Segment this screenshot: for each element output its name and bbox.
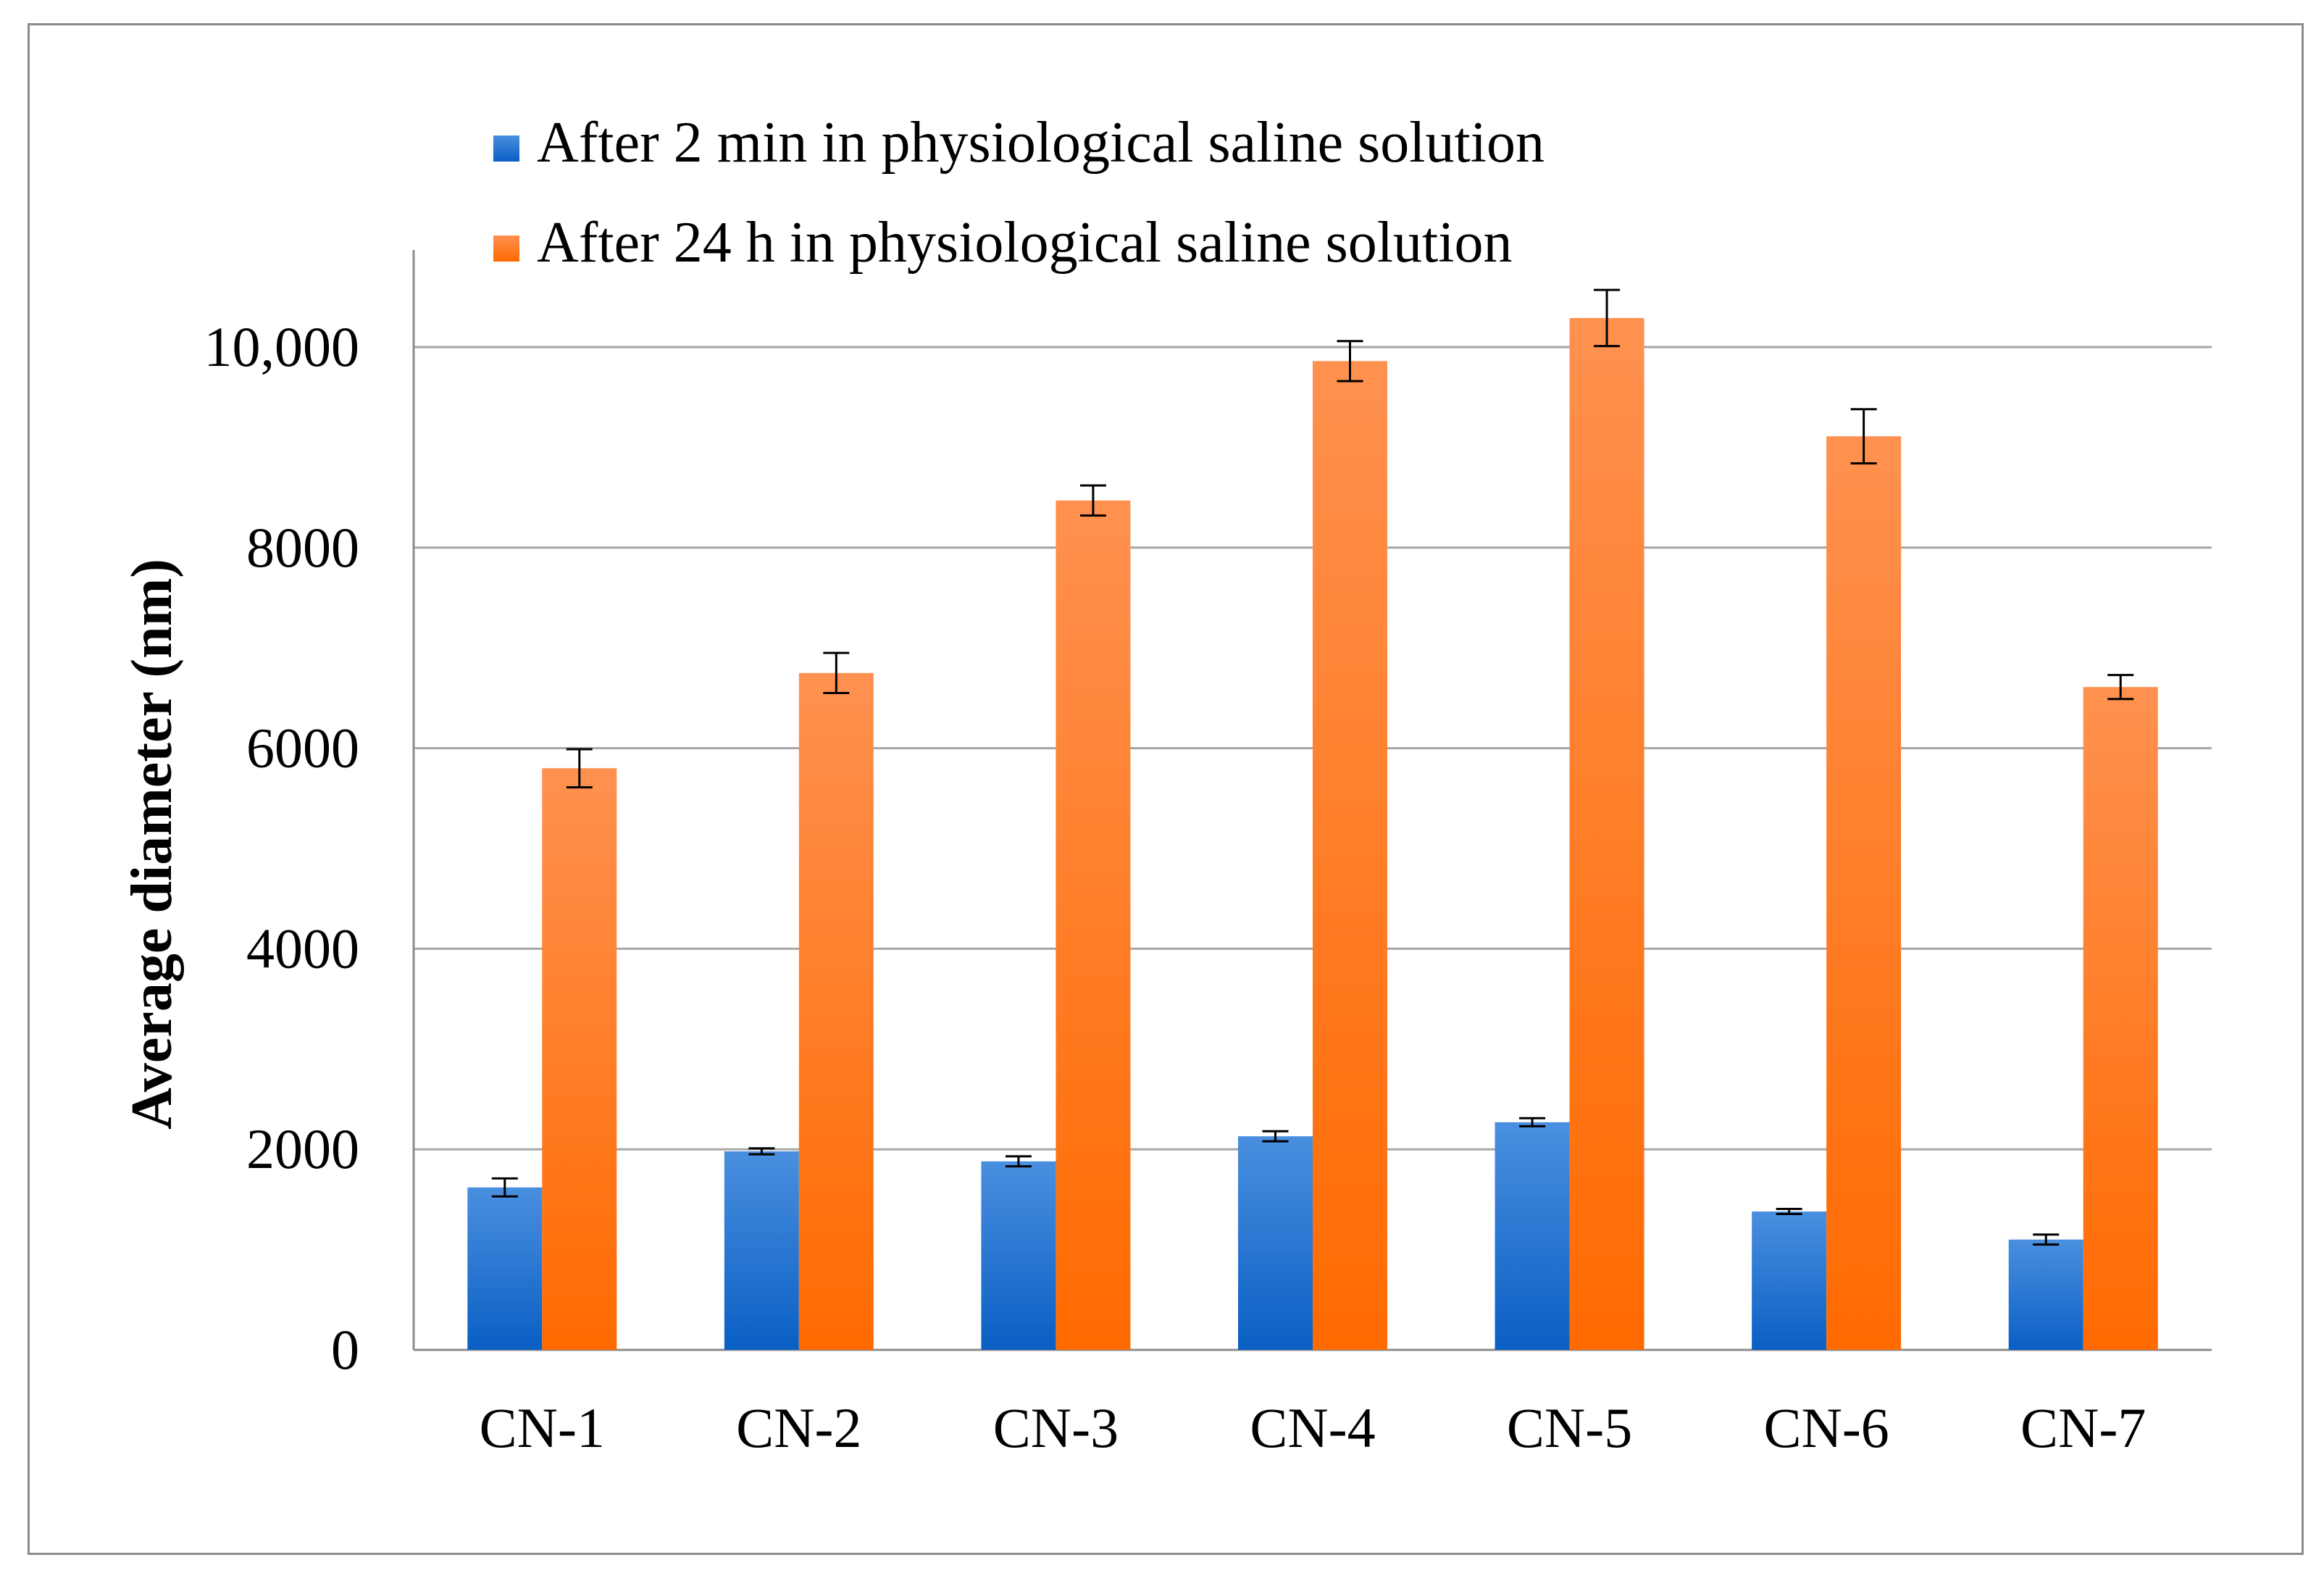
error-bar-cn-2-series-1 — [748, 1147, 775, 1156]
bar-chart: 0 2000 4000 6000 8000 10,000 CN-1 CN-2 CN-3 CN-4 C… — [120, 111, 2212, 1459]
legend-swatch — [493, 235, 519, 262]
x-tick-label: CN-2 — [736, 1396, 861, 1459]
x-tick-label: CN-3 — [993, 1396, 1119, 1459]
legend-entry-1: After 2 min in physiological saline solu… — [493, 111, 1545, 175]
bar-cn-1-series-1 — [467, 1187, 543, 1350]
y-tick-label: 8000 — [246, 516, 359, 579]
error-bar-cn-2-series-2 — [823, 651, 850, 694]
legend-swatch — [493, 135, 519, 162]
y-axis-title: Average diameter (nm) — [120, 559, 184, 1130]
x-tick-label: CN-4 — [1250, 1396, 1375, 1459]
bars — [467, 288, 2158, 1351]
bar-cn-5-series-2 — [1569, 317, 1644, 1350]
error-bar-cn-4-series-1 — [1262, 1130, 1289, 1143]
error-bar-cn-7-series-2 — [2107, 674, 2134, 701]
y-tick-label: 6000 — [246, 717, 359, 780]
bar-cn-4-series-1 — [1238, 1136, 1313, 1350]
error-bar-cn-6-series-1 — [1776, 1208, 1802, 1215]
bar-cn-3-series-2 — [1056, 500, 1131, 1351]
error-bar-cn-4-series-2 — [1337, 340, 1363, 383]
x-tick-label: CN-1 — [480, 1396, 605, 1459]
y-tick-label: 2000 — [246, 1117, 359, 1180]
bar-cn-3-series-1 — [981, 1161, 1056, 1350]
error-bar-cn-5-series-1 — [1519, 1117, 1546, 1127]
x-tick-label: CN-7 — [2020, 1396, 2146, 1459]
legend-label: After 24 h in physiological saline solut… — [537, 211, 1512, 275]
bar-cn-2-series-1 — [724, 1151, 799, 1350]
y-tick-label: 10,000 — [204, 315, 360, 378]
error-bar-cn-5-series-2 — [1594, 288, 1621, 348]
bar-cn-6-series-1 — [1752, 1211, 1827, 1350]
error-bar-cn-3-series-1 — [1005, 1155, 1032, 1168]
bar-cn-6-series-2 — [1826, 436, 1902, 1350]
error-bar-cn-3-series-2 — [1079, 484, 1106, 517]
axis-labels: 0 2000 4000 6000 8000 10,000 CN-1 CN-2 CN-3 CN-4 C… — [204, 315, 2147, 1459]
legend: After 2 min in physiological saline solu… — [493, 111, 1545, 275]
x-tick-label: CN-5 — [1507, 1396, 1632, 1459]
x-tick-label: CN-6 — [1763, 1396, 1889, 1459]
error-bar-cn-1-series-1 — [491, 1177, 518, 1198]
error-bar-cn-6-series-2 — [1850, 408, 1877, 465]
legend-entry-2: After 24 h in physiological saline solut… — [493, 211, 1512, 275]
y-tick-label: 4000 — [246, 917, 359, 980]
y-tick-label: 0 — [331, 1318, 359, 1381]
bar-cn-1-series-2 — [542, 768, 617, 1350]
error-bar-cn-7-series-1 — [2033, 1233, 2060, 1246]
bar-cn-4-series-2 — [1313, 361, 1387, 1351]
bar-cn-5-series-1 — [1495, 1122, 1570, 1350]
error-bar-cn-1-series-2 — [566, 748, 593, 789]
legend-label: After 2 min in physiological saline solu… — [537, 111, 1545, 175]
bar-cn-7-series-1 — [2008, 1239, 2083, 1350]
bar-cn-2-series-2 — [798, 672, 874, 1350]
chart-frame: 0 2000 4000 6000 8000 10,000 CN-1 CN-2 CN-3 CN-4 C… — [28, 23, 2304, 1555]
bar-cn-7-series-2 — [2083, 687, 2158, 1350]
